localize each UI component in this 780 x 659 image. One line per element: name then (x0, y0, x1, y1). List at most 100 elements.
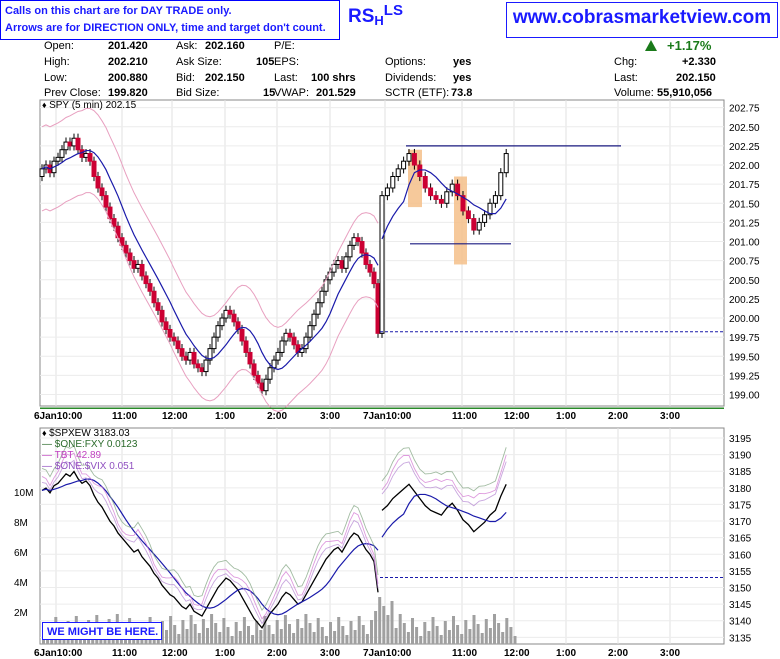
ask-value: 202.160 (205, 40, 245, 52)
volume-bar (423, 622, 427, 644)
last2-value: 202.150 (676, 72, 716, 84)
up-arrow-icon (645, 40, 657, 51)
volume-bar (308, 623, 312, 644)
y-tick-label-top: 200.00 (729, 314, 760, 325)
volume-bar (361, 625, 365, 644)
volume-bar (185, 629, 189, 644)
fxy-line (41, 445, 379, 612)
spy-day1-candle (355, 237, 361, 243)
spy-day1-candle (239, 329, 245, 342)
volume-bar (136, 636, 140, 644)
volume-bar (169, 616, 173, 644)
change-percent: +1.17% (667, 38, 712, 53)
x-tick-label-bottom: 11:00 (112, 648, 137, 659)
spy-day1-candle (143, 275, 149, 285)
spy-day1-candle (343, 256, 349, 269)
y-tick-label-top: 201.50 (729, 199, 760, 210)
volume-bar (296, 619, 300, 644)
spy-ma-line-day2 (381, 169, 507, 240)
ask-label: Ask: (176, 40, 198, 52)
spy-day1-candle (335, 260, 341, 265)
volume-bar (267, 625, 271, 644)
volume-bar (411, 618, 414, 644)
x-tick-label-top: 3:00 (660, 411, 680, 422)
volume-bar (300, 628, 304, 644)
spy-day1-candle (307, 325, 313, 338)
spy-day1-candle (195, 363, 201, 369)
x-tick-label-bottom: 12:00 (504, 648, 530, 659)
bottom-panel-title: $SPXEW 3183.03 (49, 428, 130, 439)
volume-bar (394, 628, 398, 644)
spy-day1-candle (191, 351, 197, 365)
volume-bar (210, 614, 214, 644)
volume-bar (374, 611, 378, 644)
volume-bar (439, 635, 443, 644)
spy-day1-candle (359, 241, 365, 254)
volume-bar (452, 616, 455, 644)
spy-day1-candle (279, 340, 285, 353)
spy-day1-candle (71, 137, 77, 147)
x-tick-label-bottom: 2:00 (267, 648, 287, 659)
volume-bar (427, 631, 431, 644)
top-panel-title: SPY (5 min) 202.15 (49, 100, 137, 111)
volume-bar (333, 631, 337, 644)
eps-label: EPS: (274, 56, 300, 68)
bid-value: 202.150 (205, 72, 245, 84)
spy-day1-candle (91, 160, 97, 177)
website-banner[interactable]: www.cobrasmarketview.com (506, 2, 778, 38)
spy-day2-candle (401, 160, 407, 170)
spy-day1-candle (55, 156, 61, 162)
options-label: Options: (385, 56, 426, 68)
volume-bar (357, 616, 361, 644)
spy-day1-candle (227, 309, 233, 315)
spy-day1-candle (367, 263, 373, 273)
spy-day1-candle (251, 363, 257, 376)
spy-day1-candle (163, 321, 169, 331)
volume-bar (382, 606, 386, 644)
x-tick-label-bottom: 1:00 (556, 648, 576, 659)
volume-bar (488, 628, 492, 644)
spy-day1-candle (103, 195, 109, 208)
vwap-label: VWAP: (274, 87, 310, 99)
x-tick-label-bottom: 1:00 (215, 648, 235, 659)
y-tick-label-bottom: 3135 (729, 633, 752, 644)
fxy-line-day2 (381, 447, 507, 492)
spy-day1-candle (375, 283, 381, 334)
spy-day1-candle (83, 153, 89, 158)
x-tick-label-top: 2:00 (608, 411, 628, 422)
volume-bar (419, 636, 423, 644)
spy-day1-candle (259, 382, 265, 392)
volume-bar (292, 633, 296, 644)
spy-day1-candle (339, 260, 345, 269)
logo-sup: LS (383, 2, 403, 19)
low-value: 200.880 (108, 72, 148, 84)
spy-day2-candle (476, 221, 482, 231)
volume-bar (234, 622, 238, 644)
volume-bar (189, 615, 193, 644)
spy-lower-band (41, 192, 379, 413)
volume-bar (447, 630, 451, 644)
logo-sub: H (374, 13, 384, 28)
chg-value: +2.330 (682, 56, 716, 68)
volume-bar (456, 625, 460, 644)
spy-day2-candle (438, 198, 444, 204)
asksize-value: 105 (256, 56, 275, 68)
y-tick-label-bottom: 3145 (729, 600, 752, 611)
dividends-label: Dividends: (385, 72, 437, 84)
spy-day1-candle (99, 187, 105, 197)
spy-day1-candle (243, 340, 249, 353)
y-tick-label-top: 199.50 (729, 352, 760, 363)
spy-day1-candle (283, 332, 289, 342)
spxew-ma-line-day2 (381, 493, 507, 538)
volume-bar (316, 618, 320, 644)
volume-bar (505, 618, 509, 644)
volume-bar (304, 614, 308, 644)
spy-day2-candle (455, 183, 461, 197)
spy-day1-candle (159, 309, 165, 323)
volume-bar (406, 632, 410, 644)
volume-bar (193, 624, 197, 644)
x-tick-label-bottom: 2:00 (608, 648, 628, 659)
prevclose-label: Prev Close: (44, 87, 101, 99)
y-tick-label-top: 201.75 (729, 180, 760, 191)
legend-tbt-text: TBT 42.89 (54, 450, 102, 461)
